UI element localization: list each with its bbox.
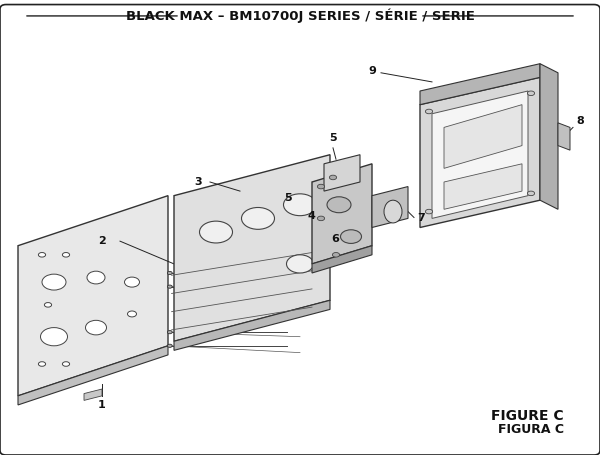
- Text: 9: 9: [368, 66, 376, 76]
- Polygon shape: [540, 64, 558, 209]
- Ellipse shape: [87, 271, 105, 284]
- Text: 7: 7: [417, 213, 425, 223]
- Ellipse shape: [317, 216, 325, 221]
- FancyBboxPatch shape: [0, 5, 600, 455]
- Polygon shape: [312, 246, 372, 273]
- Text: FIGURA C: FIGURA C: [498, 424, 564, 436]
- Polygon shape: [420, 77, 540, 228]
- Ellipse shape: [317, 184, 325, 189]
- Ellipse shape: [329, 175, 337, 180]
- Polygon shape: [18, 346, 168, 405]
- Text: 1: 1: [98, 400, 106, 410]
- Ellipse shape: [38, 362, 46, 366]
- Ellipse shape: [384, 200, 402, 223]
- Text: 6: 6: [331, 234, 339, 244]
- Ellipse shape: [41, 328, 67, 346]
- Polygon shape: [312, 164, 372, 264]
- Text: 3: 3: [194, 177, 202, 187]
- Polygon shape: [324, 155, 360, 191]
- Ellipse shape: [425, 109, 433, 114]
- Ellipse shape: [527, 191, 535, 196]
- Polygon shape: [558, 123, 570, 150]
- Ellipse shape: [167, 271, 172, 274]
- Ellipse shape: [167, 285, 172, 288]
- Polygon shape: [372, 187, 408, 228]
- Ellipse shape: [284, 194, 317, 216]
- Ellipse shape: [44, 303, 52, 307]
- Polygon shape: [174, 155, 330, 341]
- Ellipse shape: [167, 330, 172, 334]
- Ellipse shape: [62, 253, 70, 257]
- Text: 2: 2: [98, 236, 106, 246]
- Ellipse shape: [167, 344, 172, 348]
- Text: 5: 5: [329, 133, 337, 143]
- Ellipse shape: [327, 197, 351, 212]
- Polygon shape: [18, 196, 168, 396]
- Polygon shape: [432, 91, 528, 218]
- Ellipse shape: [38, 253, 46, 257]
- Ellipse shape: [241, 207, 275, 229]
- Polygon shape: [444, 164, 522, 209]
- Text: 8: 8: [576, 116, 584, 126]
- Ellipse shape: [527, 91, 535, 96]
- Polygon shape: [84, 389, 102, 400]
- Ellipse shape: [199, 221, 233, 243]
- Text: BLACK MAX – BM10700J SERIES / SÉRIE / SERIE: BLACK MAX – BM10700J SERIES / SÉRIE / SE…: [125, 9, 475, 23]
- Ellipse shape: [341, 230, 361, 243]
- Ellipse shape: [287, 255, 314, 273]
- Polygon shape: [444, 105, 522, 168]
- Polygon shape: [174, 300, 330, 350]
- Ellipse shape: [332, 253, 340, 257]
- Ellipse shape: [86, 320, 107, 335]
- Ellipse shape: [42, 274, 66, 290]
- Polygon shape: [420, 64, 540, 105]
- Ellipse shape: [125, 277, 139, 287]
- Ellipse shape: [62, 362, 70, 366]
- Text: 4: 4: [307, 211, 315, 221]
- Ellipse shape: [425, 209, 433, 214]
- Text: FIGURE C: FIGURE C: [491, 410, 564, 423]
- Text: 5: 5: [284, 193, 292, 203]
- Ellipse shape: [128, 311, 137, 317]
